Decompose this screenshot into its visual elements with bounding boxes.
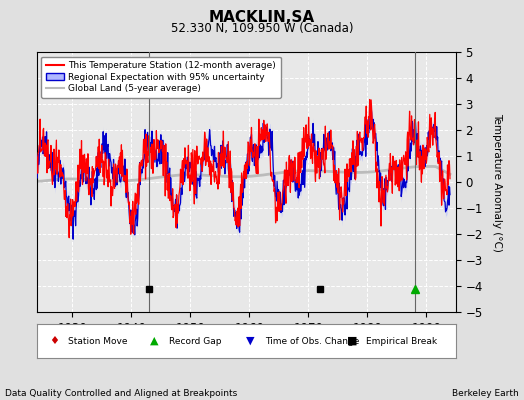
Text: ■: ■: [347, 336, 357, 346]
Text: 52.330 N, 109.950 W (Canada): 52.330 N, 109.950 W (Canada): [171, 22, 353, 35]
Text: Record Gap: Record Gap: [169, 336, 221, 346]
Text: Empirical Break: Empirical Break: [366, 336, 437, 346]
Text: ▼: ▼: [246, 336, 255, 346]
Text: Data Quality Controlled and Aligned at Breakpoints: Data Quality Controlled and Aligned at B…: [5, 389, 237, 398]
Text: MACKLIN,SA: MACKLIN,SA: [209, 10, 315, 25]
Legend: This Temperature Station (12-month average), Regional Expectation with 95% uncer: This Temperature Station (12-month avera…: [41, 56, 280, 98]
Text: Berkeley Earth: Berkeley Earth: [452, 389, 519, 398]
Text: ▲: ▲: [150, 336, 158, 346]
Text: ♦: ♦: [49, 336, 59, 346]
Y-axis label: Temperature Anomaly (°C): Temperature Anomaly (°C): [493, 112, 503, 252]
Text: Station Move: Station Move: [68, 336, 128, 346]
Text: Time of Obs. Change: Time of Obs. Change: [265, 336, 359, 346]
